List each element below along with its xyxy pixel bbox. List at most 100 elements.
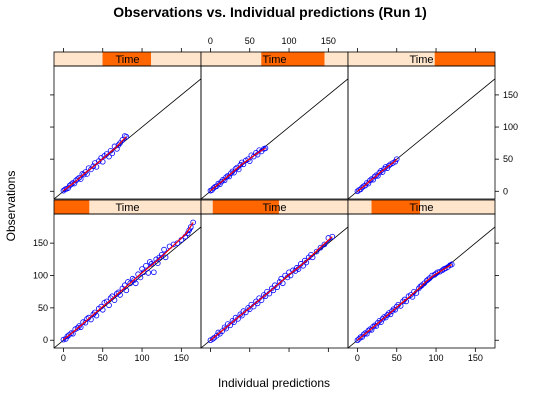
data-point — [386, 162, 392, 169]
data-point — [434, 269, 441, 276]
x-tick-label-top: 0 — [208, 36, 213, 46]
y-tick-label-right: 100 — [503, 122, 518, 132]
strip-label: Time — [262, 202, 286, 214]
data-point — [64, 333, 71, 340]
strip-range-indicator — [434, 52, 495, 66]
data-point — [131, 277, 137, 283]
panel-time-3: Time 0 50 100 150 — [347, 199, 499, 363]
strip-range-indicator — [54, 200, 90, 214]
data-point — [321, 241, 328, 248]
data-point — [93, 312, 100, 319]
data-point — [132, 280, 139, 287]
data-point — [90, 163, 97, 170]
y-tick-label: 0 — [43, 335, 48, 345]
data-point — [139, 266, 145, 272]
panel-border — [53, 213, 202, 349]
x-tick-label: 150 — [468, 353, 483, 363]
data-point — [151, 269, 157, 276]
panel-plot-area — [201, 78, 348, 199]
panel-border — [53, 65, 202, 200]
data-point — [174, 240, 181, 246]
data-point — [367, 177, 373, 184]
data-point — [114, 290, 120, 297]
panel-border — [347, 65, 496, 200]
x-tick-label-top: 50 — [245, 36, 255, 46]
panel-time-4: Time — [50, 48, 202, 200]
data-point — [137, 274, 144, 281]
y-axis-label: Observations — [4, 171, 18, 242]
strip-label: Time — [115, 54, 139, 66]
x-tick-label: 50 — [98, 353, 108, 363]
strip-range-indicator — [261, 52, 325, 66]
data-point — [74, 176, 81, 182]
data-point — [106, 153, 112, 160]
panel-time-1: Time 0 50 100 150 0 50 100 150 — [33, 199, 202, 363]
data-point — [76, 174, 82, 181]
panel-plot-area — [348, 226, 495, 348]
panel-plot-area — [201, 226, 348, 348]
panel-grid: Time Time 0 50 100 150 Time 0 50 100 150 Time 0 50 100… — [33, 36, 518, 363]
data-point — [417, 283, 424, 290]
x-tick-label-top: 100 — [282, 36, 297, 46]
data-point — [145, 270, 152, 276]
x-tick-label: 100 — [429, 353, 444, 363]
smooth-line — [357, 158, 398, 192]
panel-border — [200, 213, 349, 349]
smooth-line — [210, 236, 333, 341]
data-point — [375, 173, 381, 179]
y-tick-label-right: 50 — [503, 154, 513, 164]
y-tick-label-right: 0 — [503, 186, 508, 196]
y-tick-label-right: 150 — [503, 90, 518, 100]
data-point — [371, 173, 378, 180]
data-point — [161, 246, 167, 253]
smooth-line — [357, 263, 453, 341]
strip-label: Time — [115, 202, 139, 214]
data-point — [360, 331, 367, 338]
y-tick-label: 150 — [33, 238, 48, 248]
data-point — [370, 323, 376, 330]
data-point — [143, 262, 149, 269]
data-point — [123, 287, 130, 294]
strip-label: Time — [409, 202, 433, 214]
chart-title: Observations vs. Individual predictions … — [113, 4, 427, 20]
data-point — [162, 254, 169, 261]
data-point — [329, 233, 336, 240]
strip-label: Time — [409, 54, 433, 66]
strip-label: Time — [262, 54, 286, 66]
strip-background — [54, 200, 201, 214]
data-point — [276, 279, 283, 285]
panel-plot-area — [54, 219, 201, 348]
data-point — [294, 264, 300, 271]
data-point — [313, 248, 320, 255]
smooth-line — [210, 147, 266, 192]
data-point — [187, 224, 194, 230]
data-point — [354, 337, 361, 344]
panel-border — [347, 213, 496, 349]
panel-time-2: Time — [200, 199, 349, 352]
panel-time-5: Time 0 50 100 150 — [200, 36, 349, 200]
data-point — [392, 307, 398, 313]
strip-range-indicator — [212, 200, 279, 214]
data-point — [60, 336, 67, 343]
x-tick-label: 100 — [135, 353, 150, 363]
strip-range-indicator — [102, 52, 152, 66]
data-point — [127, 280, 134, 287]
data-point — [365, 180, 372, 187]
data-point — [393, 156, 400, 162]
data-point — [223, 174, 229, 180]
smooth-line — [63, 222, 194, 341]
x-tick-label: 150 — [174, 353, 189, 363]
data-point — [154, 260, 161, 266]
data-point — [123, 133, 130, 140]
data-point — [317, 244, 324, 251]
data-point — [365, 327, 372, 334]
data-point — [190, 219, 196, 226]
x-tick-label: 0 — [61, 353, 66, 363]
x-tick-label: 0 — [355, 353, 360, 363]
panel-plot-area — [348, 78, 495, 199]
data-point — [76, 323, 82, 329]
x-tick-label-top: 150 — [321, 36, 336, 46]
y-tick-label: 50 — [38, 303, 48, 313]
panel-time-6: Time 0 50 100 150 — [347, 48, 518, 200]
